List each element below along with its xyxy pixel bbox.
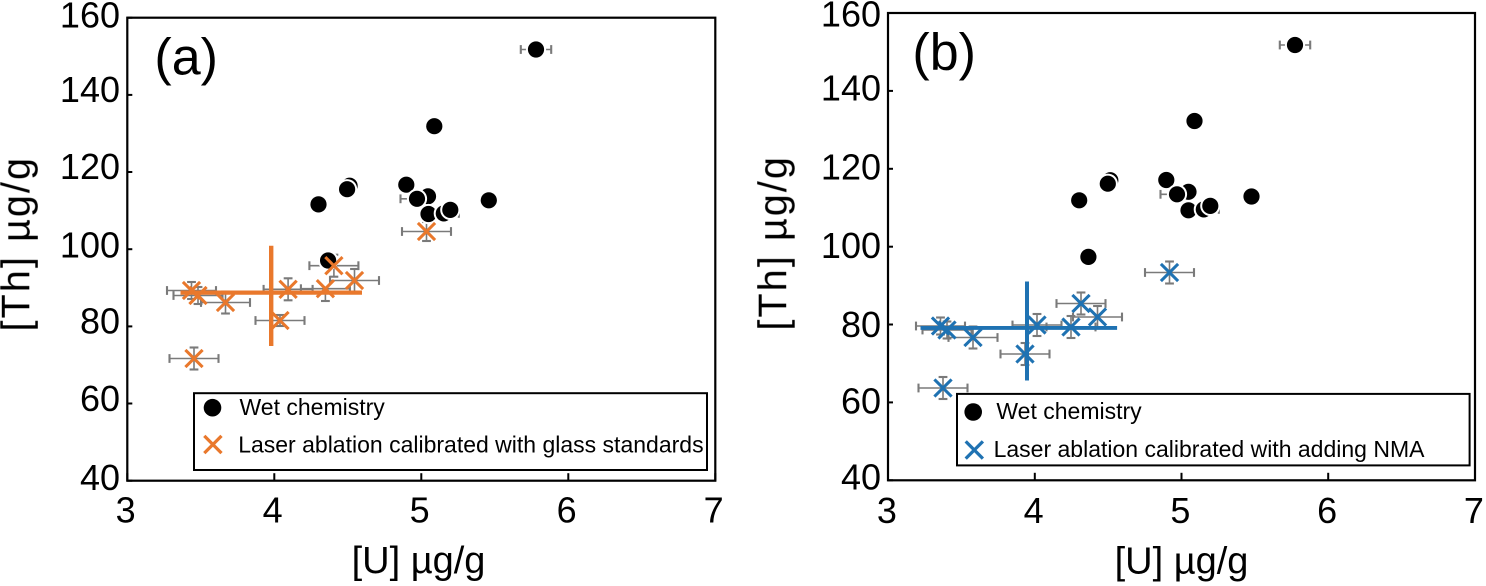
svg-text:140: 140 — [60, 69, 120, 110]
svg-text:40: 40 — [80, 457, 120, 498]
svg-text:60: 60 — [841, 381, 881, 422]
svg-text:160: 160 — [821, 0, 881, 34]
svg-text:Laser ablation calibrated with: Laser ablation calibrated with adding NM… — [994, 436, 1426, 462]
svg-text:[U] µg/g: [U] µg/g — [352, 540, 486, 582]
svg-text:3: 3 — [877, 490, 897, 531]
svg-text:5: 5 — [410, 489, 430, 530]
svg-text:Wet chemistry: Wet chemistry — [996, 398, 1142, 424]
svg-text:[Th] µg/g: [Th] µg/g — [751, 155, 795, 331]
svg-text:[U] µg/g: [U] µg/g — [1115, 541, 1249, 583]
svg-text:120: 120 — [821, 147, 881, 188]
svg-text:[Th] µg/g: [Th] µg/g — [0, 156, 39, 332]
svg-text:3: 3 — [116, 489, 136, 530]
svg-text:120: 120 — [60, 146, 120, 187]
svg-text:(a): (a) — [154, 29, 218, 87]
svg-text:6: 6 — [1317, 490, 1337, 531]
svg-text:7: 7 — [1464, 490, 1484, 531]
svg-text:Laser ablation calibrated with: Laser ablation calibrated with glass sta… — [238, 432, 703, 458]
svg-text:(b): (b) — [912, 24, 976, 82]
svg-text:40: 40 — [841, 456, 881, 497]
svg-text:Wet chemistry: Wet chemistry — [240, 394, 386, 420]
svg-text:100: 100 — [60, 225, 120, 266]
svg-text:100: 100 — [821, 225, 881, 266]
svg-text:4: 4 — [1024, 490, 1044, 531]
svg-text:6: 6 — [557, 489, 577, 530]
svg-text:5: 5 — [1170, 490, 1190, 531]
svg-text:7: 7 — [704, 489, 724, 530]
svg-text:4: 4 — [263, 489, 283, 530]
svg-text:160: 160 — [60, 0, 120, 36]
svg-text:140: 140 — [821, 68, 881, 109]
svg-text:60: 60 — [80, 378, 120, 419]
svg-text:80: 80 — [80, 301, 120, 342]
svg-text:80: 80 — [841, 304, 881, 345]
